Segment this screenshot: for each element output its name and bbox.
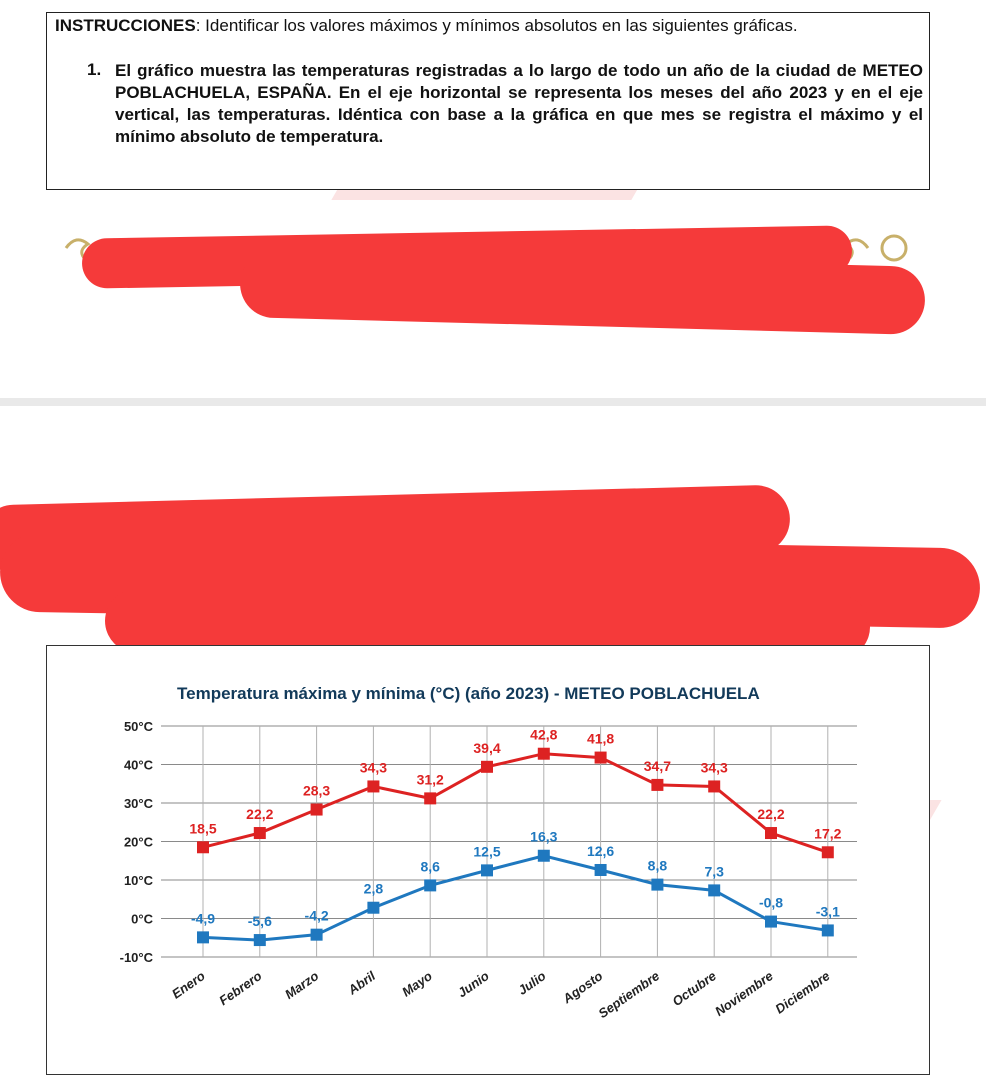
data-point <box>651 878 664 891</box>
data-point <box>253 934 266 947</box>
data-label: 18,5 <box>189 820 216 836</box>
x-tick-label: Junio <box>455 968 492 1000</box>
data-point <box>424 792 437 805</box>
data-point <box>367 901 380 914</box>
data-label: 34,3 <box>701 759 728 775</box>
data-point <box>537 747 550 760</box>
page-divider <box>0 398 986 406</box>
data-point <box>708 884 721 897</box>
data-point <box>310 803 323 816</box>
data-label: 42,8 <box>530 727 557 743</box>
y-tick-label: -10°C <box>120 950 154 965</box>
x-tick-label: Octubre <box>669 968 718 1009</box>
series-line <box>202 854 829 942</box>
y-tick-label: 50°C <box>124 719 154 734</box>
x-tick-label: Agosto <box>559 968 605 1007</box>
data-point <box>537 849 550 862</box>
x-tick-label: Enero <box>169 968 208 1001</box>
instructions-text: : Identificar los valores máximos y míni… <box>195 16 798 35</box>
x-tick-label: Abril <box>344 968 378 998</box>
data-label: 8,8 <box>648 858 668 874</box>
data-label: -3,1 <box>816 903 840 919</box>
data-point <box>821 846 834 859</box>
x-tick-label: Septiembre <box>596 968 663 1021</box>
data-label: 34,3 <box>360 759 387 775</box>
data-point <box>708 780 721 793</box>
data-label: 8,6 <box>420 858 440 874</box>
data-label: 22,2 <box>246 806 273 822</box>
data-label: 12,5 <box>473 843 500 859</box>
data-label: 16,3 <box>530 829 557 845</box>
data-label: 22,2 <box>757 806 784 822</box>
x-tick-label: Noviembre <box>712 968 776 1019</box>
x-tick-label: Febrero <box>216 968 264 1008</box>
data-point <box>197 841 209 854</box>
x-tick-label: Mayo <box>399 968 435 999</box>
data-label: 12,6 <box>587 843 614 859</box>
x-tick-label: Julio <box>515 968 549 998</box>
data-label: -0,8 <box>759 895 783 911</box>
data-point <box>651 778 664 791</box>
data-label: 28,3 <box>303 783 330 799</box>
data-label: 17,2 <box>814 825 841 841</box>
data-point <box>765 915 777 928</box>
y-tick-label: 40°C <box>124 758 154 773</box>
data-label: -5,6 <box>248 913 272 929</box>
data-point <box>594 751 607 764</box>
y-tick-label: 0°C <box>131 912 153 927</box>
data-label: 41,8 <box>587 731 614 747</box>
temperature-chart: 50°C 40°C 30°C 20°C 10°C 0°C -10°C Enero Febrero… <box>120 719 857 1021</box>
series-line <box>202 752 829 854</box>
data-point <box>197 931 209 944</box>
chart-title: Temperatura máxima y mínima (°C) (año 20… <box>177 684 760 703</box>
x-tick-label: Diciembre <box>772 968 832 1016</box>
instructions-heading: INSTRUCCIONES: Identificar los valores m… <box>55 16 798 36</box>
instructions-label: INSTRUCCIONES <box>55 16 196 35</box>
data-point <box>821 924 834 937</box>
data-label: 34,7 <box>644 758 671 774</box>
data-point <box>481 760 493 773</box>
data-label: 31,2 <box>417 771 444 787</box>
data-point <box>765 827 777 840</box>
data-label: 7,3 <box>704 863 724 879</box>
y-tick-label: 30°C <box>124 796 154 811</box>
data-point <box>253 827 266 840</box>
data-point <box>367 780 380 793</box>
data-point <box>481 864 493 877</box>
question-number: 1. <box>87 60 102 79</box>
data-point <box>594 863 607 876</box>
chart-frame: Temperatura máxima y mínima (°C) (año 20… <box>46 645 930 1075</box>
x-tick-label: Marzo <box>282 968 321 1002</box>
data-label: -4,2 <box>305 908 329 924</box>
y-tick-label: 10°C <box>124 873 154 888</box>
instructions-box: INSTRUCCIONES: Identificar los valores m… <box>46 12 930 190</box>
data-label: -4,9 <box>191 910 215 926</box>
data-label: 39,4 <box>473 740 500 756</box>
data-point <box>424 879 437 892</box>
data-point <box>310 928 323 941</box>
data-label: 2,8 <box>364 881 384 897</box>
y-tick-label: 20°C <box>124 835 154 850</box>
question-text: El gráfico muestra las temperaturas regi… <box>115 61 923 146</box>
